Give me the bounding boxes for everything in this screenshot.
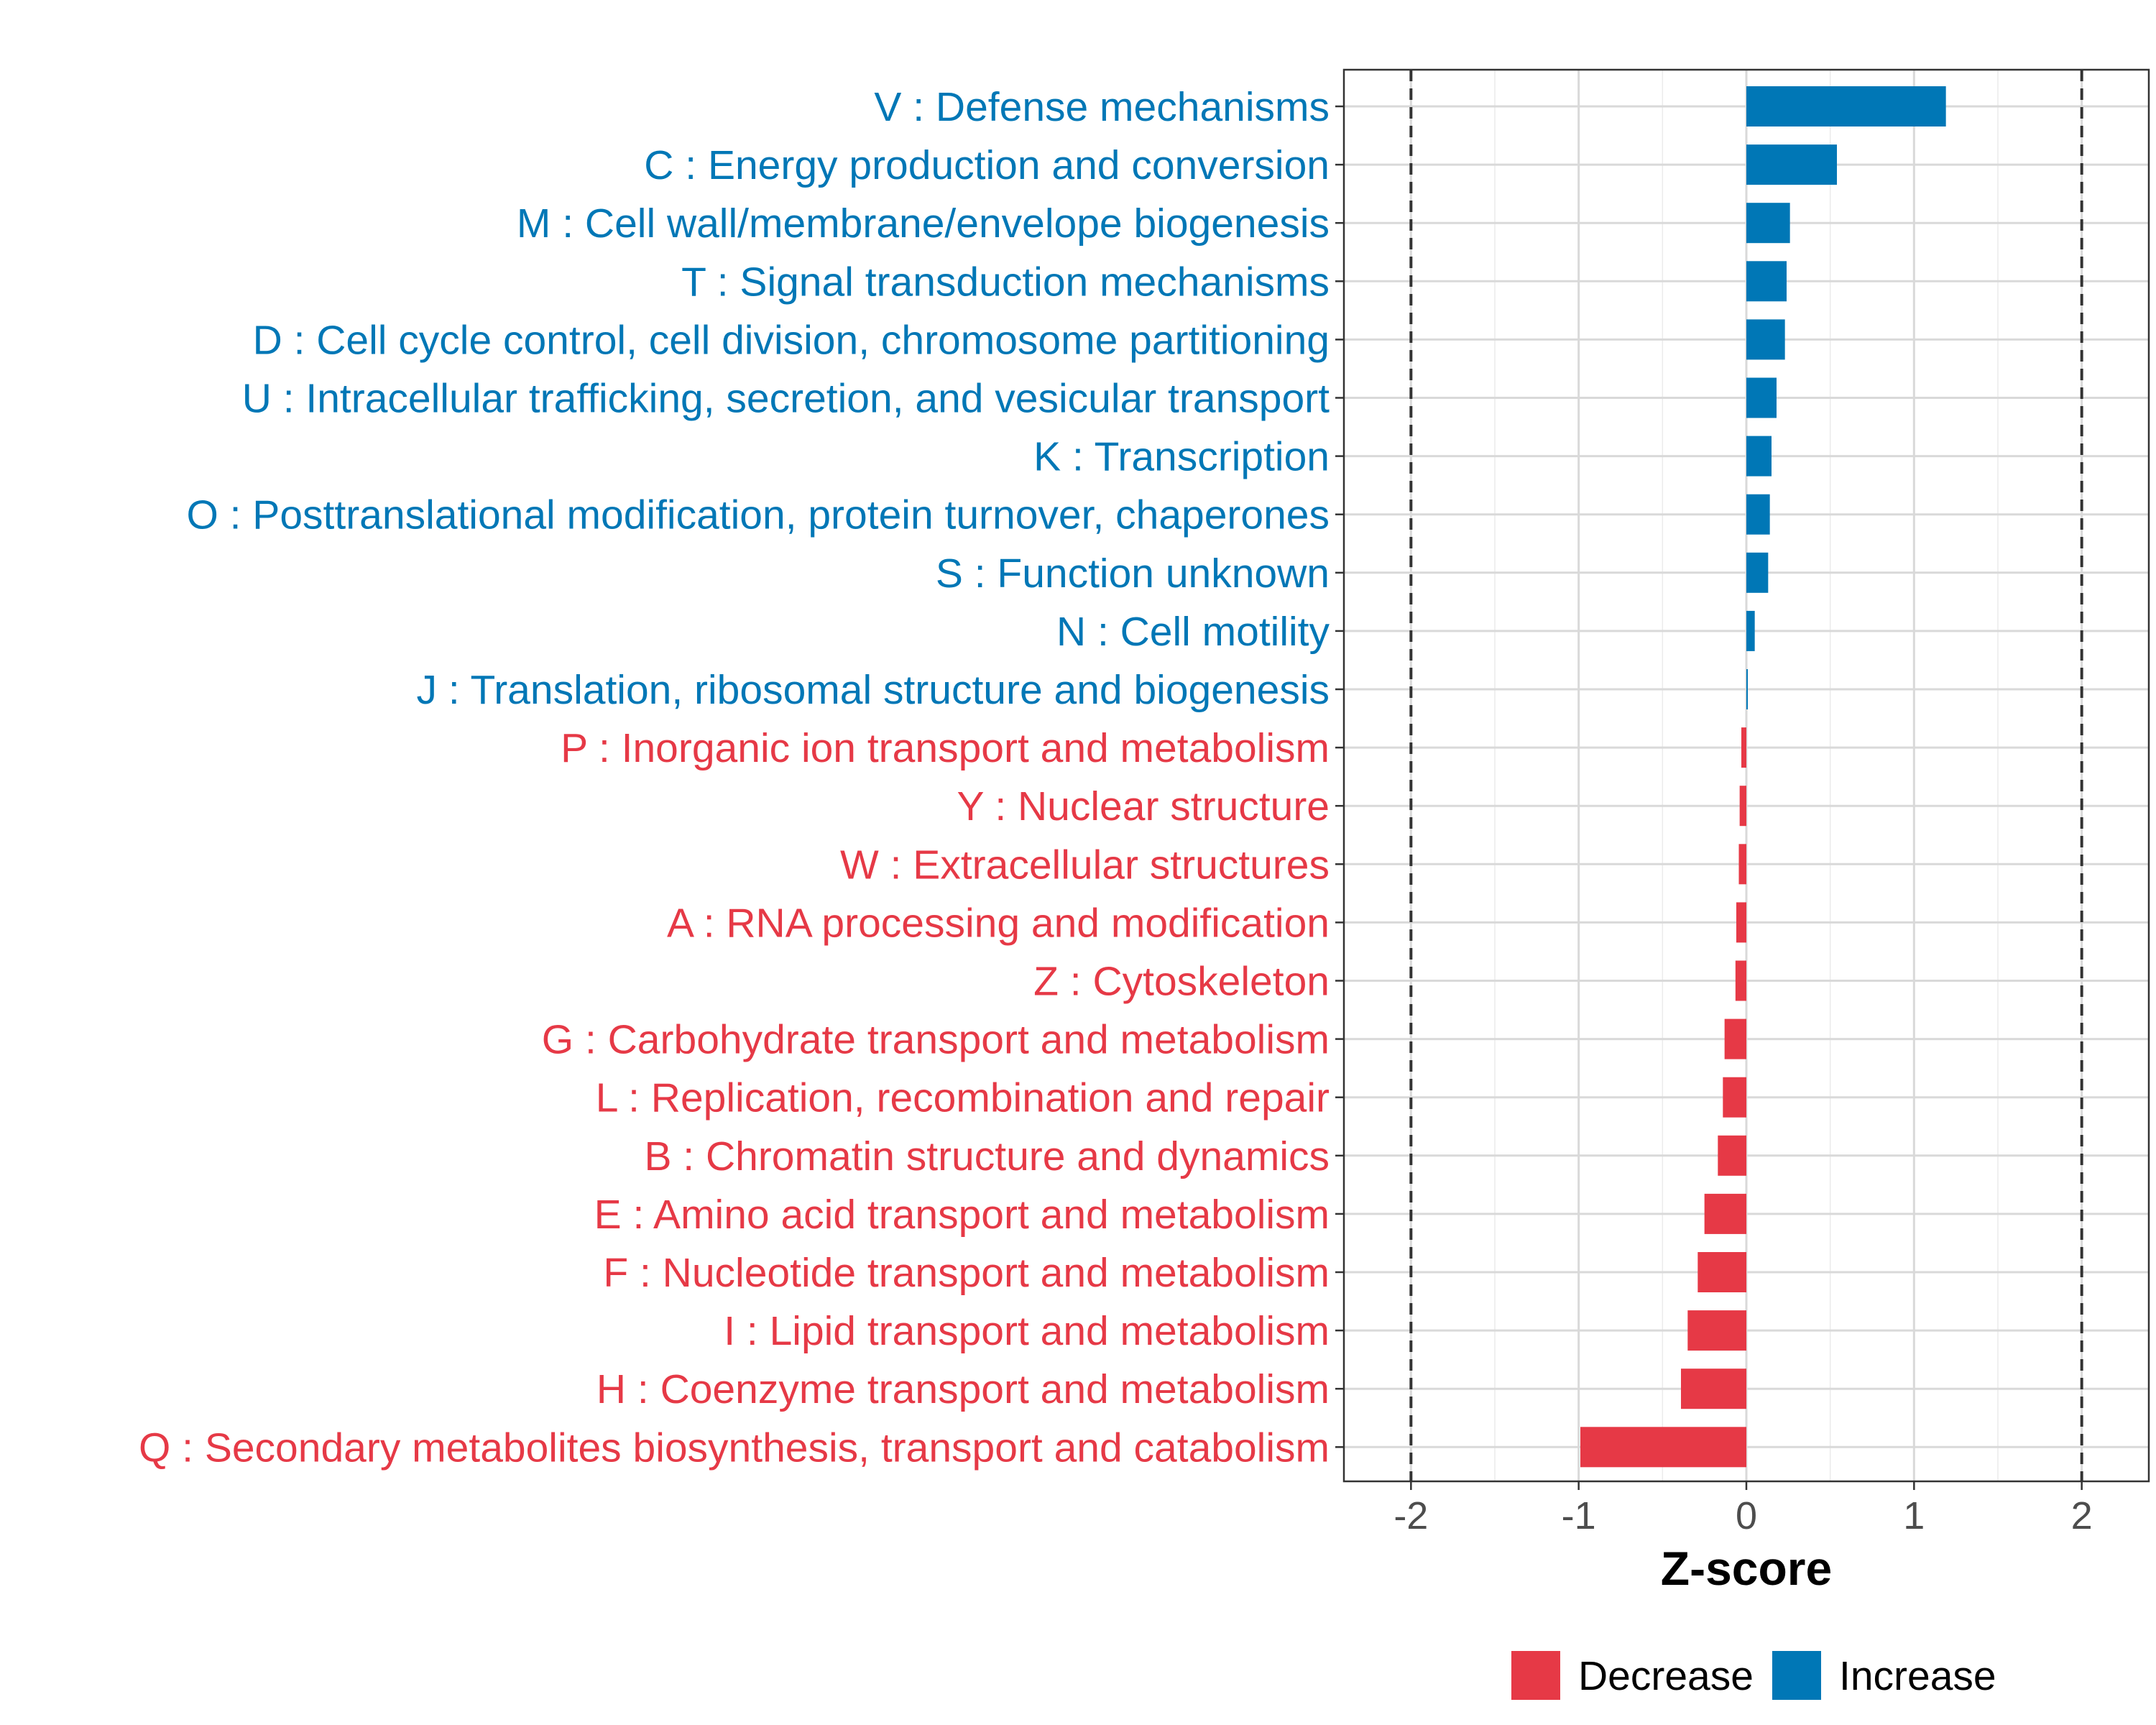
bar <box>1687 1310 1746 1351</box>
legend: Decrease Increase <box>1511 1651 1996 1700</box>
bar <box>1736 902 1746 943</box>
bar <box>1580 1427 1746 1468</box>
bar <box>1718 1135 1746 1176</box>
y-axis-ticks <box>1335 105 1344 1448</box>
category-label: Z : Cytoskeleton <box>1033 959 1330 1005</box>
category-labels: V : Defense mechanisms C : Energy product… <box>139 84 1330 1471</box>
x-axis-title: Z-score <box>1661 1542 1832 1595</box>
category-label: G : Carbohydrate transport and metabolis… <box>542 1017 1330 1063</box>
bar <box>1746 436 1772 477</box>
category-label: Y : Nuclear structure <box>957 783 1330 829</box>
bar <box>1735 960 1746 1001</box>
reference-lines <box>1409 70 2083 1481</box>
category-label: V : Defense mechanisms <box>874 84 1330 130</box>
bar <box>1746 144 1837 185</box>
legend-label-decrease: Decrease <box>1578 1653 1754 1699</box>
category-label: L : Replication, recombination and repai… <box>596 1075 1330 1121</box>
legend-swatch-increase <box>1772 1651 1821 1700</box>
category-label: T : Signal transduction mechanisms <box>681 259 1330 305</box>
category-label: F : Nucleotide transport and metabolism <box>603 1250 1330 1296</box>
category-label: W : Extracellular structures <box>840 842 1330 888</box>
x-tick-label: 1 <box>1903 1494 1925 1537</box>
category-label: B : Chromatin structure and dynamics <box>644 1133 1330 1179</box>
bar <box>1723 1077 1746 1118</box>
bar <box>1738 844 1746 885</box>
bar <box>1739 786 1746 827</box>
category-label: H : Coenzyme transport and metabolism <box>596 1366 1330 1412</box>
category-label: S : Function unknown <box>936 551 1330 597</box>
category-label: O : Posttranslational modification, prot… <box>186 492 1330 538</box>
category-label: N : Cell motility <box>1056 609 1330 655</box>
bar <box>1697 1252 1746 1292</box>
bar <box>1746 86 1946 126</box>
bar <box>1746 203 1790 244</box>
bars <box>1580 86 1946 1468</box>
x-tick-label: 0 <box>1736 1494 1757 1537</box>
category-label: K : Transcription <box>1033 434 1330 480</box>
bar <box>1746 261 1787 302</box>
bar <box>1681 1368 1746 1409</box>
bar <box>1746 377 1777 418</box>
category-label: C : Energy production and conversion <box>644 142 1330 188</box>
category-label: I : Lipid transport and metabolism <box>724 1308 1330 1354</box>
x-tick-label: 2 <box>2071 1494 2093 1537</box>
category-label: U : Intracellular trafficking, secretion… <box>242 376 1330 422</box>
category-label: Q : Secondary metabolites biosynthesis, … <box>139 1425 1330 1471</box>
bar <box>1746 494 1770 535</box>
category-label: P : Inorganic ion transport and metaboli… <box>561 725 1330 771</box>
category-label: J : Translation, ribosomal structure and… <box>417 667 1330 713</box>
bar <box>1741 727 1746 768</box>
bar <box>1746 552 1769 593</box>
bar <box>1704 1193 1746 1234</box>
x-tick-label: -2 <box>1393 1494 1428 1537</box>
bar <box>1746 319 1785 360</box>
legend-label-increase: Increase <box>1839 1653 1996 1699</box>
category-label: E : Amino acid transport and metabolism <box>594 1192 1330 1238</box>
legend-swatch-decrease <box>1511 1651 1560 1700</box>
x-axis-ticks: -2 -1 0 1 2 <box>1393 1481 2093 1537</box>
category-label: D : Cell cycle control, cell division, c… <box>253 317 1330 363</box>
bar <box>1724 1018 1746 1059</box>
category-label: M : Cell wall/membrane/envelope biogenes… <box>517 201 1330 247</box>
x-tick-label: -1 <box>1562 1494 1596 1537</box>
bar <box>1746 610 1755 651</box>
bar <box>1746 669 1748 709</box>
category-label: A : RNA processing and modification <box>667 900 1330 946</box>
